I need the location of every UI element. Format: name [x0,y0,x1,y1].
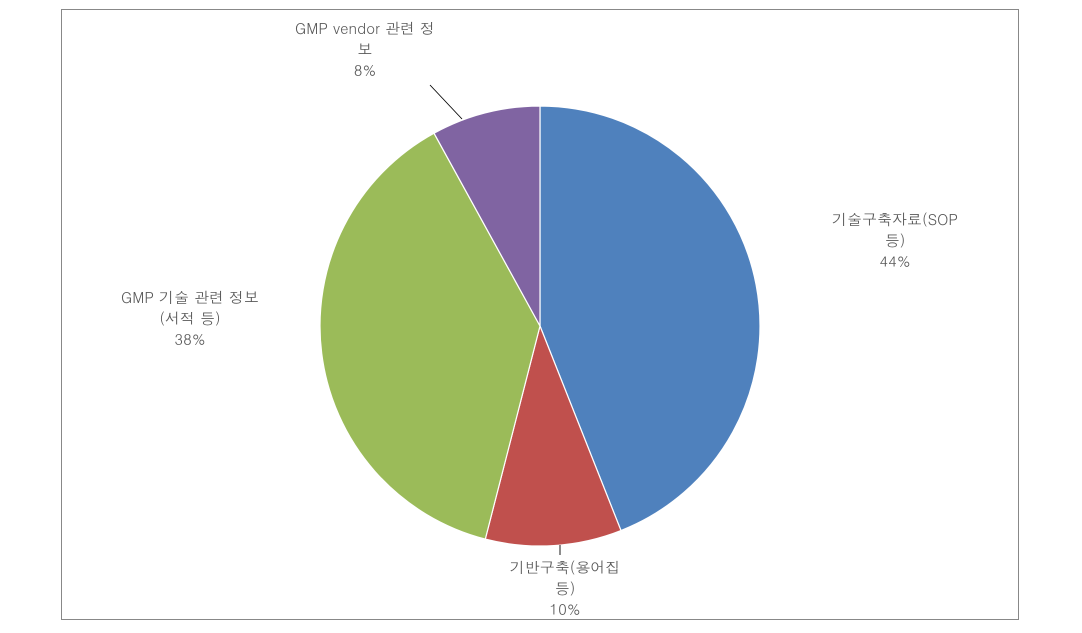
slice-label: GMP 기술 관련 정보 (서적 등) 38% [85,287,295,350]
slice-label: 기술구축자료(SOP 등) 44% [795,209,995,272]
slice-label: GMP vendor 관련 정 보 8% [255,18,475,81]
pie-chart-container: 기술구축자료(SOP 등) 44% 기반구축(용어집 등) 10% GMP 기술 관… [0,0,1082,633]
slice-label: 기반구축(용어집 등) 10% [490,557,640,620]
